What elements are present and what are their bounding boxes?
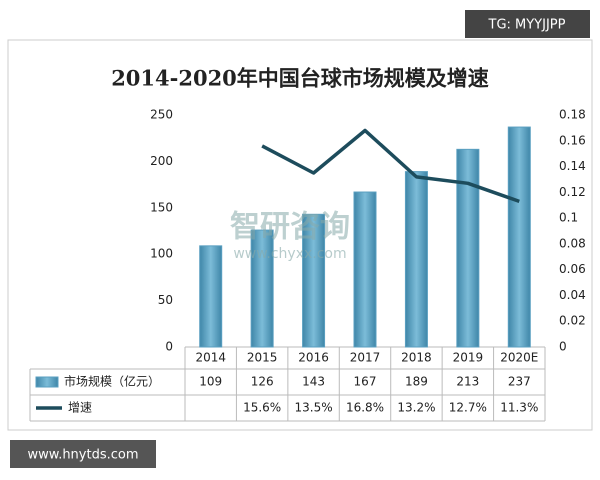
bar <box>353 191 377 348</box>
y-tick-label: 0 <box>165 340 173 354</box>
table-value: 13.2% <box>397 401 435 415</box>
bar <box>404 171 428 348</box>
y2-tick-label: 0.1 <box>559 211 578 225</box>
table-value: 143 <box>302 375 325 389</box>
bar <box>302 213 326 348</box>
table-value: 189 <box>405 375 428 389</box>
site-box <box>10 440 156 468</box>
chart-title: 2014-2020年中国台球市场规模及增速 <box>111 66 489 91</box>
y-tick-label: 100 <box>150 247 173 261</box>
y-tick-label: 50 <box>158 293 173 307</box>
y-tick-label: 200 <box>150 154 173 168</box>
y-tick-label: 150 <box>150 200 173 214</box>
table-value: 126 <box>251 375 274 389</box>
x-tick-label: 2015 <box>247 351 278 365</box>
y2-tick-label: 0.18 <box>559 108 586 122</box>
table-value: 12.7% <box>449 401 487 415</box>
table-value: 237 <box>508 375 531 389</box>
site: www.hnytds.com <box>27 448 138 463</box>
watermark: 智研咨询 <box>230 210 350 245</box>
bar <box>456 148 480 348</box>
table-value: 16.8% <box>346 401 384 415</box>
tag-box <box>465 10 590 38</box>
x-tick-label: 2019 <box>453 351 484 365</box>
table-value: 11.3% <box>500 401 538 415</box>
line <box>261 128 520 204</box>
bar <box>199 245 223 348</box>
y2-tick-label: 0.16 <box>559 133 586 147</box>
x-tick-label: 2020E <box>500 351 538 365</box>
legend-label: 市场规模（亿元） <box>64 374 160 389</box>
x-tick-label: 2018 <box>401 351 432 365</box>
x-tick-label: 2017 <box>350 351 381 365</box>
table-value: 167 <box>354 375 377 389</box>
table-value: 13.5% <box>295 401 333 415</box>
table-value: 109 <box>199 375 222 389</box>
y2-tick-label: 0.06 <box>559 262 586 276</box>
tag: TG: MYYJJPP <box>488 18 566 33</box>
y2-tick-label: 0 <box>559 340 567 354</box>
x-tick-label: 2014 <box>195 351 226 365</box>
plot: 0 50 100 150 200 250 0 0.02 0.04 0.06 0.08 0.1 0.12 0… <box>29 108 586 422</box>
chart-frame <box>7 39 593 431</box>
legend-label: 增速 <box>68 401 92 415</box>
y2-tick-label: 0.02 <box>559 314 586 328</box>
bar <box>250 229 274 348</box>
legend-swatch <box>35 376 59 388</box>
y-tick-label: 250 <box>150 108 173 122</box>
table-value: 213 <box>456 375 479 389</box>
y2-tick-label: 0.04 <box>559 288 586 302</box>
y2-tick-label: 0.12 <box>559 185 586 199</box>
bar <box>507 126 531 348</box>
y2-tick-label: 0.14 <box>559 159 586 173</box>
table-value: 15.6% <box>243 401 281 415</box>
x-tick-label: 2016 <box>298 351 329 365</box>
watermark-url: www.chyxx.com <box>233 246 346 262</box>
y2-tick-label: 0.08 <box>559 236 586 250</box>
